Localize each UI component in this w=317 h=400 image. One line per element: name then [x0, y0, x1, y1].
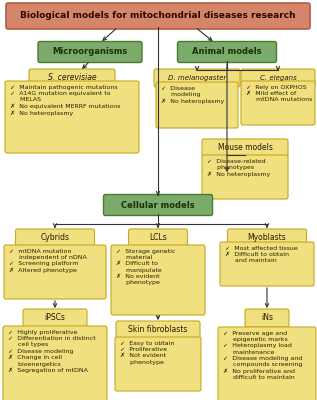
FancyBboxPatch shape [116, 321, 200, 339]
Text: C. elegans: C. elegans [260, 75, 296, 81]
FancyBboxPatch shape [154, 69, 240, 87]
FancyBboxPatch shape [115, 337, 201, 391]
Text: LCLs: LCLs [149, 234, 167, 242]
Text: ✓  mtDNA mutation
     independent of nDNA
✓  Screening platform
✗  Altered phen: ✓ mtDNA mutation independent of nDNA ✓ S… [9, 249, 87, 273]
FancyBboxPatch shape [202, 155, 288, 199]
FancyBboxPatch shape [156, 82, 238, 128]
Text: iNs: iNs [261, 314, 273, 322]
FancyBboxPatch shape [178, 42, 276, 62]
Text: ✓  Maintain pathogenic mutations
✓  A14G mutation equivalent to
     MELAS
✗  No: ✓ Maintain pathogenic mutations ✓ A14G m… [10, 85, 120, 116]
FancyBboxPatch shape [245, 309, 289, 327]
Text: ✓  Most affected tissue
✗  Difficult to obtain
     and maintain: ✓ Most affected tissue ✗ Difficult to ob… [225, 246, 298, 264]
Text: ✓  Storage genetic
     material
✗  Difficult to
     manipulate
✗  No evident
 : ✓ Storage genetic material ✗ Difficult t… [116, 249, 175, 285]
Text: ✓  Easy to obtain
✓  Proliferative
✗  Not evident
     phenotype: ✓ Easy to obtain ✓ Proliferative ✗ Not e… [120, 341, 174, 365]
Text: Myoblasts: Myoblasts [248, 234, 286, 242]
Text: Cellular models: Cellular models [121, 200, 195, 210]
FancyBboxPatch shape [23, 309, 87, 327]
Text: iPSCs: iPSCs [45, 314, 65, 322]
FancyBboxPatch shape [5, 81, 139, 153]
FancyBboxPatch shape [218, 327, 316, 400]
FancyBboxPatch shape [16, 229, 94, 247]
Text: ✓  Preserve age and
     epigenetic marks
✓  Heteroplasmy load
     maintenance
: ✓ Preserve age and epigenetic marks ✓ He… [223, 331, 302, 380]
Text: Cybrids: Cybrids [41, 234, 69, 242]
Text: ✓  Highly proliferative
✓  Differentiation in distinct
     cell types
✓  Diseas: ✓ Highly proliferative ✓ Differentiation… [8, 330, 96, 373]
Text: Animal models: Animal models [192, 48, 262, 56]
FancyBboxPatch shape [241, 69, 315, 87]
FancyBboxPatch shape [3, 326, 107, 400]
Text: D. melanogaster: D. melanogaster [168, 75, 226, 81]
FancyBboxPatch shape [128, 229, 187, 247]
FancyBboxPatch shape [202, 139, 288, 157]
Text: ✓  Disease-related
     phenotypes
✗  No heteroplasmy: ✓ Disease-related phenotypes ✗ No hetero… [207, 159, 270, 177]
Text: Skin fibroblasts: Skin fibroblasts [128, 326, 188, 334]
FancyBboxPatch shape [4, 245, 106, 299]
Text: S. cerevisiae: S. cerevisiae [48, 74, 96, 82]
FancyBboxPatch shape [241, 81, 315, 125]
FancyBboxPatch shape [29, 69, 115, 87]
FancyBboxPatch shape [228, 229, 307, 247]
Text: Microorganisms: Microorganisms [52, 48, 128, 56]
Text: Mouse models: Mouse models [217, 144, 272, 152]
Text: ✓  Disease
     modeling
✗  No heteroplasmy: ✓ Disease modeling ✗ No heteroplasmy [161, 86, 224, 104]
FancyBboxPatch shape [103, 194, 212, 216]
FancyBboxPatch shape [220, 242, 314, 286]
FancyBboxPatch shape [111, 245, 205, 315]
FancyBboxPatch shape [38, 42, 142, 62]
FancyBboxPatch shape [6, 3, 310, 29]
Text: Biological models for mitochondrial diseases research: Biological models for mitochondrial dise… [20, 12, 296, 20]
Text: ✓  Rely on OXPHOS
✗  Mild effect of
     mtDNA mutations: ✓ Rely on OXPHOS ✗ Mild effect of mtDNA … [246, 85, 312, 102]
